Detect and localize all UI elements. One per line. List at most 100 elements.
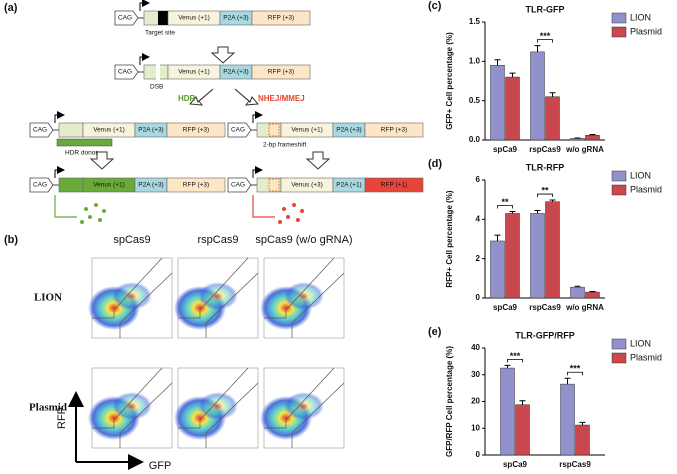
segment-label: Venus (+1) (178, 15, 210, 22)
x-tick-label: rspCas9 (529, 145, 561, 154)
segment-label: P2A (+3) (223, 15, 248, 22)
promoter (29, 177, 54, 193)
segment-label: Venus (+3) (291, 182, 323, 189)
significance-bracket (537, 193, 553, 198)
error-bar (494, 59, 501, 66)
y-axis-label: GFP/RFP Cell percentage (%) (445, 346, 454, 457)
significance-label: *** (570, 364, 581, 374)
significance-label: ** (541, 185, 549, 195)
promoter (114, 64, 139, 80)
y-tick-label: 0.0 (469, 135, 481, 144)
legend-label: LION (630, 170, 651, 180)
error-bar (509, 210, 516, 214)
row-header: LION (34, 292, 62, 304)
y-tick-label: 40 (471, 343, 480, 352)
construct-note: Target site (145, 30, 175, 37)
arrow (210, 46, 236, 64)
tss-arrow (139, 0, 150, 11)
bar (515, 404, 530, 456)
bar (505, 76, 520, 141)
panel-label: (a) (4, 2, 18, 14)
legend-swatch (611, 338, 627, 350)
tss-arrow (252, 111, 263, 123)
y-tick-label: 30 (471, 370, 480, 379)
legend-label: Plasmid (630, 184, 662, 194)
promoter (227, 177, 252, 193)
tss-arrow (54, 166, 65, 178)
pathway-label: NHEJ/MMEJ (258, 94, 305, 103)
significance-bracket (507, 358, 523, 363)
bar (500, 367, 515, 456)
error-bar (509, 72, 516, 78)
y-tick-label: 1.0 (469, 56, 481, 65)
segment-label: Venus (+1) (291, 127, 323, 134)
bar (585, 291, 600, 299)
density (284, 392, 324, 420)
gate (178, 257, 259, 338)
y-axis-label: GFP+ Cell percentage (%) (445, 32, 454, 130)
segment-label: RFP (+3) (268, 15, 294, 22)
arrow (234, 88, 260, 106)
flow-plot (260, 257, 345, 339)
segment-label: RFP (+3) (268, 69, 294, 76)
bar (545, 96, 560, 141)
legend-swatch (611, 12, 627, 24)
significance-bracket (537, 39, 553, 43)
bar (560, 383, 575, 456)
construct-note: HDR donor (65, 150, 98, 157)
axis-label: RFP (56, 407, 68, 429)
bar (570, 286, 585, 299)
legend-label: LION (630, 338, 651, 348)
y-tick-label: 1.5 (469, 17, 481, 26)
bar (490, 240, 505, 299)
bar (530, 213, 545, 299)
panel-label: (c) (428, 0, 442, 12)
error-bar (574, 285, 581, 288)
legend-swatch (611, 184, 627, 196)
spacer (58, 177, 84, 193)
tss-arrow (54, 111, 65, 123)
chart-title: TLR-GFP/RFP (515, 330, 575, 340)
panel-label: (b) (4, 234, 18, 246)
frameshift (268, 123, 280, 137)
segment (166, 177, 226, 193)
error-bar (494, 234, 501, 241)
gate (92, 257, 173, 338)
row-header: Plasmid (29, 402, 67, 414)
error-bar (589, 133, 596, 136)
column-header: spCas9 (w/o gRNA) (255, 234, 352, 246)
significance-bracket (497, 205, 513, 209)
fluorescence-dots (80, 203, 106, 224)
fluorescence-dots (278, 203, 304, 224)
y-tick-label: 6 (476, 175, 481, 184)
pathway-label: HDR (178, 94, 196, 103)
density (112, 392, 152, 420)
bar (585, 135, 600, 141)
x-tick-label: w/o gRNA (565, 145, 604, 154)
flow-plot (260, 367, 345, 449)
promoter (114, 10, 139, 26)
x-tick-label: spCa9 (493, 303, 518, 312)
segment-label: Venus (+1) (93, 182, 125, 189)
legend-label: Plasmid (630, 352, 662, 362)
y-tick-label: 0 (476, 293, 481, 302)
segment (251, 10, 311, 26)
arrow (89, 151, 115, 170)
x-tick-label: rspCas9 (529, 303, 561, 312)
density (284, 282, 324, 310)
x-tick-label: w/o gRNA (565, 303, 604, 312)
hdr-donor (56, 138, 113, 147)
segment-label: Venus (+1) (93, 127, 125, 134)
bar (530, 51, 545, 141)
target-site (158, 11, 168, 25)
gate (178, 367, 259, 448)
segment (251, 64, 311, 80)
x-tick-label: rspCas9 (559, 460, 591, 469)
gate (264, 367, 345, 448)
arrow (188, 88, 214, 106)
error-bar (534, 45, 541, 52)
promoter (29, 122, 54, 138)
segment-label: P2A (+3) (138, 127, 163, 134)
panel-label: (e) (428, 326, 442, 338)
flow-plot (88, 367, 173, 449)
